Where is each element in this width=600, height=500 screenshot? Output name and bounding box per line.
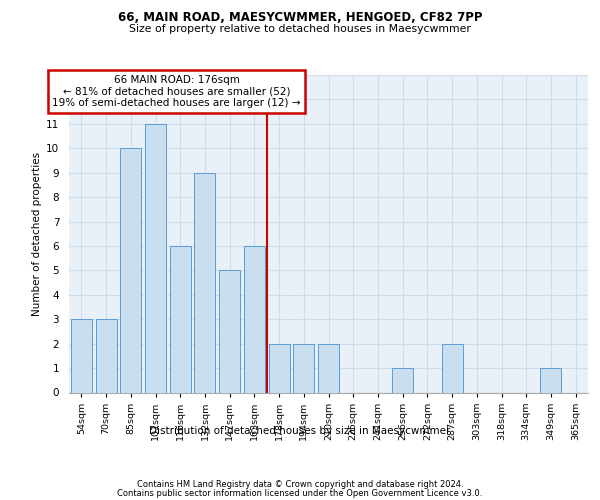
Bar: [318, 344, 339, 392]
Text: Contains public sector information licensed under the Open Government Licence v3: Contains public sector information licen…: [118, 489, 482, 498]
Bar: [194, 172, 215, 392]
Bar: [392, 368, 413, 392]
Bar: [219, 270, 240, 392]
Y-axis label: Number of detached properties: Number of detached properties: [32, 152, 42, 316]
Text: Size of property relative to detached houses in Maesycwmmer: Size of property relative to detached ho…: [129, 24, 471, 34]
Bar: [293, 344, 314, 392]
Bar: [145, 124, 166, 392]
Text: Contains HM Land Registry data © Crown copyright and database right 2024.: Contains HM Land Registry data © Crown c…: [137, 480, 463, 489]
Bar: [541, 368, 562, 392]
Bar: [442, 344, 463, 392]
Bar: [95, 319, 116, 392]
Text: 66 MAIN ROAD: 176sqm
← 81% of detached houses are smaller (52)
19% of semi-detac: 66 MAIN ROAD: 176sqm ← 81% of detached h…: [52, 75, 301, 108]
Bar: [170, 246, 191, 392]
Bar: [120, 148, 141, 392]
Text: 66, MAIN ROAD, MAESYCWMMER, HENGOED, CF82 7PP: 66, MAIN ROAD, MAESYCWMMER, HENGOED, CF8…: [118, 11, 482, 24]
Bar: [269, 344, 290, 392]
Text: Distribution of detached houses by size in Maesycwmmer: Distribution of detached houses by size …: [149, 426, 451, 436]
Bar: [244, 246, 265, 392]
Bar: [71, 319, 92, 392]
